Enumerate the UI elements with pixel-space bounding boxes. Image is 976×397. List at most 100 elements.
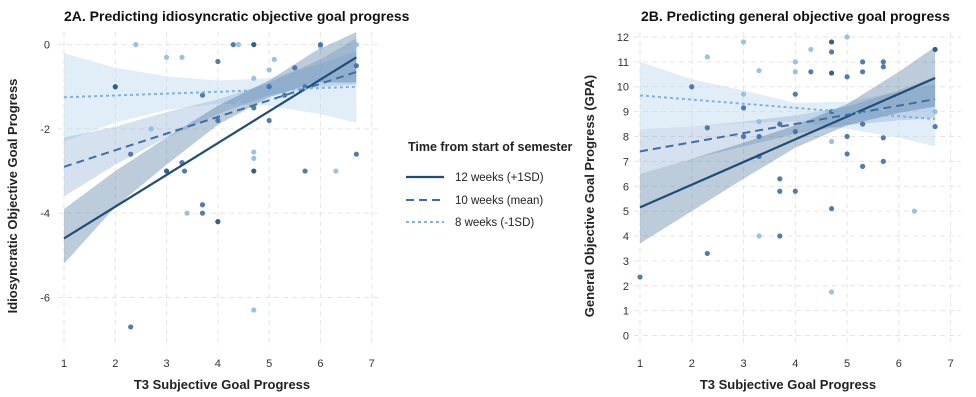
panel-2b-data-point [844, 151, 850, 157]
panel-2a-x-label: T3 Subjective Goal Progress [134, 377, 310, 392]
panel-2a-data-point [251, 75, 257, 81]
panel-2a-data-point [128, 324, 134, 330]
panel-2a-data-point [353, 63, 359, 69]
panel-2a-data-point [163, 54, 170, 60]
panel-2b-data-point [777, 233, 783, 239]
panel-2b-data-point [792, 69, 798, 75]
panel-2b-data-point [740, 91, 747, 97]
panel-2a-x-tick-label: 1 [61, 358, 67, 370]
panel-2b-data-point [860, 69, 866, 75]
panel-2b-data-point [828, 289, 835, 295]
panel-2b-x-tick-label: 2 [689, 358, 695, 370]
panel-2a-x-tick-label: 3 [164, 358, 170, 370]
panel-2a-data-point [266, 117, 272, 124]
panel-2b-data-point [756, 118, 762, 125]
legend-label: 10 weeks (mean) [455, 195, 543, 207]
panel-2b-data-point [777, 176, 783, 182]
panel-2a-data-point [148, 126, 154, 132]
panel-2a-x-tick-label: 6 [317, 358, 323, 370]
panel-2a-data-point [181, 168, 188, 174]
panel-2b-y-tick-label: 6 [623, 181, 629, 193]
panel-2b-regression-line [639, 94, 936, 121]
panel-2a-y-label: Idiosyncratic Objective Goal Progress [5, 79, 20, 314]
panel-2b-data-point [756, 67, 762, 74]
panel-2b: 2B. Predicting general objective goal pr… [582, 8, 961, 392]
panel-2b-regression-line [639, 77, 936, 209]
panel-2a-ci-band [64, 38, 357, 197]
panel-2a-data-point [179, 54, 185, 60]
panel-2b-y-tick-label: 1 [623, 306, 629, 318]
panel-2b-data-point [828, 49, 835, 55]
panel-2a-x-tick-label: 2 [112, 358, 118, 370]
legend-entry-8-weeks: 8 weeks (-1SD) [406, 217, 534, 229]
panel-2a-title: 2A. Predicting idiosyncratic objective g… [64, 8, 410, 24]
panel-2a-data-point [215, 117, 221, 124]
panel-2b-data-point [828, 70, 835, 76]
panel-2b-data-point [756, 133, 762, 140]
panel-2a-x-tick-label: 5 [266, 358, 272, 370]
panel-2b-data-point [792, 188, 798, 194]
panel-2b-regression-line [639, 98, 936, 153]
panel-2a-data-point [128, 151, 134, 157]
panel-2b-data-point [792, 59, 798, 65]
panel-2a-y-tick-label: -4 [40, 208, 50, 220]
panel-2a: 2A. Predicting idiosyncratic objective g… [5, 8, 410, 392]
panel-2b-data-point [880, 64, 886, 70]
panel-2a-ci-band [64, 32, 357, 264]
panel-2a-ci-band [64, 50, 357, 142]
panel-2a-data-point [251, 149, 257, 155]
panel-2a-data-point [251, 155, 257, 161]
panel-2b-y-tick-label: 9 [623, 107, 629, 119]
panel-2a-data-point [302, 168, 308, 174]
panel-2a-data-point [333, 168, 339, 174]
legend-entry-10-weeks: 10 weeks (mean) [406, 195, 543, 207]
panel-2b-ci-band [640, 46, 936, 244]
panel-2a-x-tick-label: 4 [215, 358, 221, 370]
panel-2b-x-tick-label: 3 [740, 358, 746, 370]
panel-2b-y-tick-label: 8 [623, 132, 629, 144]
panel-2b-x-label: T3 Subjective Goal Progress [700, 377, 876, 392]
panel-2a-data-point [235, 42, 241, 48]
panel-2b-data-point [740, 105, 747, 111]
panel-2b-x-tick-label: 4 [792, 358, 798, 370]
panel-2b-y-tick-label: 0 [623, 331, 629, 343]
panel-2b-y-tick-label: 2 [623, 281, 629, 293]
panel-2a-y-tick-label: -2 [40, 124, 50, 136]
panel-2b-x-tick-label: 7 [948, 358, 954, 370]
panel-2b-y-tick-label: 4 [623, 231, 629, 243]
panel-2a-data-point [317, 42, 324, 48]
panel-2b-data-point [911, 208, 918, 214]
panel-2b-data-point [777, 121, 783, 127]
panel-2a-regression-line [63, 85, 357, 99]
panel-2a-data-point [133, 42, 139, 48]
panel-2b-data-point [792, 91, 798, 97]
panel-2b-y-tick-label: 7 [623, 156, 629, 168]
panel-2a-data-point [251, 168, 257, 174]
panel-2b-title: 2B. Predicting general objective goal pr… [641, 8, 950, 24]
panel-2b-data-point [860, 121, 866, 127]
panel-2b-x-tick-label: 6 [896, 358, 902, 370]
panel-2b-data-point [880, 135, 886, 141]
panel-2b-data-point [756, 233, 762, 239]
panel-2a-data-point [251, 42, 257, 48]
panel-2a-data-point [184, 210, 190, 216]
panel-2a-data-point [215, 219, 221, 225]
panel-2b-data-point [777, 188, 783, 194]
panel-2a-data-point [230, 42, 236, 48]
panel-2a-data-point [292, 65, 298, 71]
panel-2a-data-point [163, 168, 170, 174]
panel-2a-data-point [199, 210, 206, 216]
panel-2a-data-point [266, 84, 272, 90]
panel-2b-x-tick-label: 1 [637, 358, 643, 370]
legend-entry-12-weeks: 12 weeks (+1SD) [406, 172, 544, 184]
panel-2a-data-point [281, 92, 288, 98]
legend: Time from start of semester 12 weeks (+1… [406, 140, 573, 229]
panel-2b-data-point [740, 133, 747, 140]
panel-2b-data-point [637, 274, 643, 280]
panel-2b-y-tick-label: 3 [623, 256, 629, 268]
panel-2b-data-point [792, 128, 798, 135]
panel-2a-plot: 1 2 3 4 5 6 7 0 -2 -4 -6 [40, 32, 382, 370]
panel-2b-y-tick-label: 11 [618, 57, 629, 69]
panel-2b-x-tick-label: 5 [844, 358, 850, 370]
